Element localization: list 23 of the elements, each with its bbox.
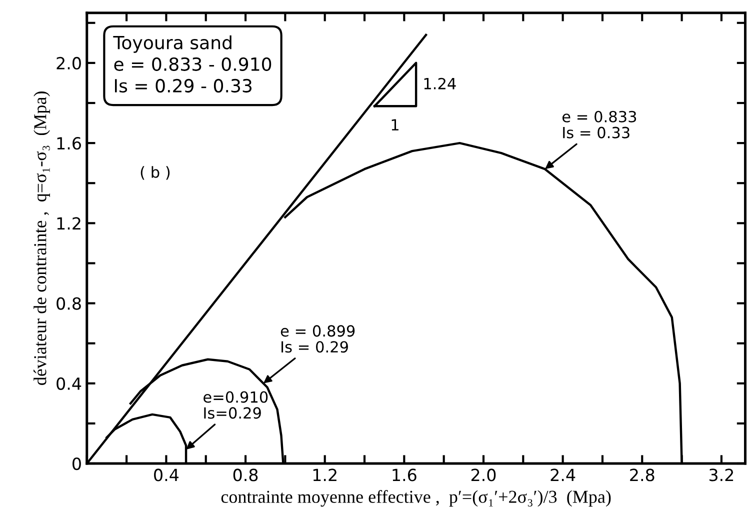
y-tick-label: 1.2 (57, 217, 80, 230)
y-tick-label: 0.4 (56, 377, 82, 390)
annotation: Toyoura sand e = 0.833 - 0.910 Is = 0.29 - 0.33 (113, 35, 272, 93)
x-tick-label: 3.2 (709, 468, 734, 482)
x-tick-label: 2.4 (550, 468, 576, 482)
x-tick-label: 0.8 (233, 468, 258, 482)
y-tick-label: 0.8 (56, 297, 81, 310)
annotation: e = 0.899 Is = 0.29 (280, 325, 355, 353)
y-tick-label: 0 (72, 457, 81, 470)
y-axis-title: déviateur de contrainte , q=σ₁-σ₃ (Mpa) (34, 92, 50, 385)
x-tick-label: 0.4 (154, 468, 179, 482)
annotation: 1.24 (424, 78, 456, 90)
x-tick-label: 1.2 (313, 468, 336, 482)
x-tick-label: 2.0 (471, 468, 496, 482)
annotation: 1 (392, 119, 398, 130)
annotation: ( b ) (140, 166, 170, 180)
x-tick-label: 1.6 (392, 468, 416, 482)
x-axis-title: contrainte moyenne effective , p′=(σ₁′+2σ₃′)/3 (Mpa) (221, 490, 611, 507)
annotation: e=0.910 Is=0.29 (204, 391, 268, 419)
x-tick-label: 2.8 (630, 468, 654, 482)
y-tick-label: 1.6 (57, 137, 81, 150)
annotation: e = 0.833 Is = 0.33 (562, 110, 636, 138)
y-tick-label: 2.0 (56, 56, 81, 70)
